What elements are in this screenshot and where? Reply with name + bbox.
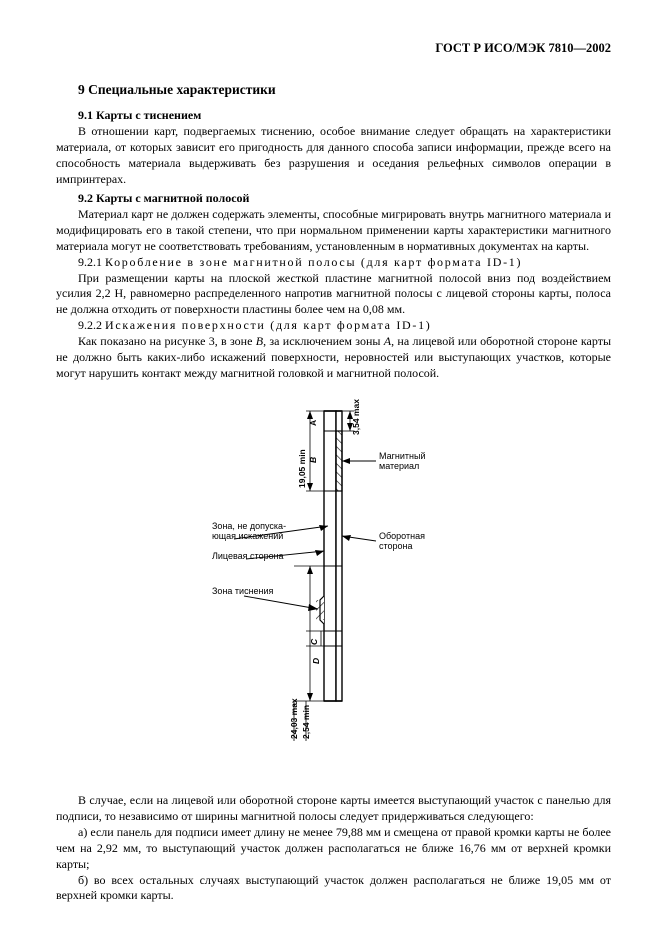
- svg-text:3,54 max: 3,54 max: [351, 399, 361, 435]
- para-9-2: Материал карт не должен содержать элемен…: [56, 207, 611, 254]
- heading-9-2-2: 9.2.2 Искажения поверхности (для карт фо…: [56, 318, 611, 334]
- heading-9-1: 9.1 Карты с тиснением: [56, 108, 611, 124]
- svg-text:сторона: сторона: [379, 541, 413, 551]
- figure-3: А 3,54 max В 19,05 min: [56, 391, 611, 751]
- svg-text:Оборотная: Оборотная: [379, 531, 425, 541]
- para-after-1: В случае, если на лицевой или оборотной …: [56, 793, 611, 825]
- figure-svg: А 3,54 max В 19,05 min: [204, 391, 464, 751]
- svg-text:Магнитный: Магнитный: [379, 451, 425, 461]
- svg-text:В: В: [308, 457, 318, 463]
- para-after-b: б) во всех остальных случаях выступающий…: [56, 873, 611, 905]
- svg-text:Лицевая сторона: Лицевая сторона: [212, 551, 284, 561]
- para-9-2-2: Как показано на рисунке 3, в зоне В, за …: [56, 334, 611, 381]
- svg-text:19,05 min: 19,05 min: [297, 450, 307, 489]
- standard-header: ГОСТ Р ИСО/МЭК 7810—2002: [56, 40, 611, 57]
- para-9-2-1: При размещении карты на плоской жесткой …: [56, 271, 611, 318]
- svg-text:С: С: [309, 638, 319, 645]
- svg-text:материал: материал: [379, 461, 419, 471]
- svg-text:А: А: [308, 420, 318, 426]
- heading-9-2: 9.2 Карты с магнитной полосой: [56, 191, 611, 207]
- para-9-1: В отношении карт, подвергаемых тиснению,…: [56, 124, 611, 187]
- svg-text:ющая искажений: ющая искажений: [212, 531, 283, 541]
- svg-text:Зона, не допуска-: Зона, не допуска-: [212, 521, 286, 531]
- svg-text:Зона тиснения: Зона тиснения: [212, 586, 274, 596]
- heading-9-2-1: 9.2.1 Коробление в зоне магнитной полосы…: [56, 255, 611, 271]
- para-after-a: а) если панель для подписи имеет длину н…: [56, 825, 611, 872]
- section-title: 9 Специальные характеристики: [56, 81, 611, 99]
- svg-text:D: D: [311, 658, 321, 664]
